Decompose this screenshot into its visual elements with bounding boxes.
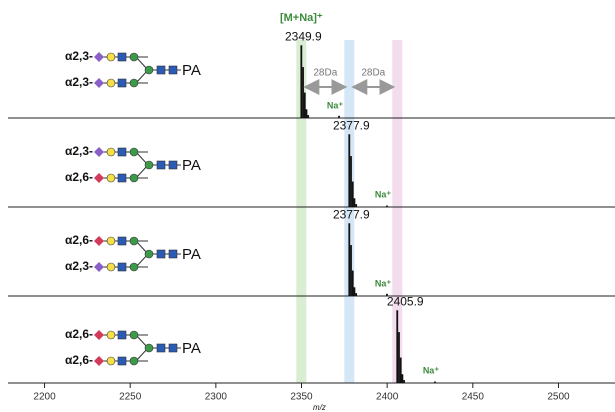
sialic-acid: [94, 356, 104, 366]
peak: [350, 156, 352, 207]
sodium-label: Na⁺: [375, 189, 392, 199]
glcnac: [157, 344, 165, 352]
page: {"chart_data":{"type":"spectrum","x_labe…: [0, 0, 615, 412]
sodium-label: Na⁺: [327, 100, 344, 110]
peak: [350, 245, 352, 296]
reducing-tag: PA: [182, 246, 201, 263]
mannose: [145, 161, 153, 169]
sialic-acid: [94, 52, 104, 62]
x-tick-label: 2500: [547, 392, 570, 403]
linkage-label: α2,6-: [65, 233, 93, 247]
glcnac: [157, 250, 165, 258]
linkage-label: α2,3-: [65, 75, 93, 89]
mannose: [145, 250, 153, 258]
peak: [348, 223, 350, 296]
peak-label: 2377.9: [333, 207, 370, 221]
peak: [352, 271, 354, 296]
peak: [306, 109, 308, 118]
reducing-tag: PA: [182, 157, 201, 174]
x-tick-label: 2400: [376, 392, 399, 403]
mannose: [130, 331, 138, 339]
peak: [304, 93, 306, 118]
x-tick-label: 2450: [462, 392, 485, 403]
peak-label: 2349.9: [285, 29, 322, 43]
sodium-label: Na⁺: [375, 278, 392, 288]
peak: [352, 182, 354, 207]
mannose: [130, 148, 138, 156]
linkage-label: α2,6-: [65, 353, 93, 367]
shift-label: 28Da: [313, 68, 337, 79]
mannose: [130, 79, 138, 87]
galactose: [107, 357, 115, 365]
glcnac: [118, 79, 126, 87]
galactose: [107, 263, 115, 271]
peak: [307, 115, 309, 118]
glcnac: [118, 237, 126, 245]
shift-label: 28Da: [361, 68, 385, 79]
peak: [403, 380, 405, 383]
mannose: [130, 263, 138, 271]
x-tick-label: 2350: [290, 392, 313, 403]
linkage-label: α2,3-: [65, 259, 93, 273]
glcnac: [169, 66, 177, 74]
x-axis-title: m/z: [313, 403, 326, 412]
sialic-acid: [94, 173, 104, 183]
peak: [354, 287, 356, 296]
peak: [400, 358, 402, 383]
mannose: [130, 53, 138, 61]
glcnac: [157, 161, 165, 169]
galactose: [107, 237, 115, 245]
galactose: [107, 53, 115, 61]
chart: 2200 2250 2300 2350 2400 2450 2500 m/z α2,3- α2,3…: [0, 0, 615, 412]
galactose: [107, 331, 115, 339]
sialic-acid: [94, 236, 104, 246]
galactose: [107, 148, 115, 156]
linkage-label: α2,3-: [65, 49, 93, 63]
mannose: [145, 344, 153, 352]
sodium-label: Na⁺: [423, 365, 440, 375]
linkage-label: α2,6-: [65, 327, 93, 341]
mannose: [130, 174, 138, 182]
glcnac: [118, 263, 126, 271]
galactose: [107, 79, 115, 87]
glcnac: [118, 148, 126, 156]
x-tick-label: 2300: [205, 392, 228, 403]
glcnac: [118, 53, 126, 61]
peak: [398, 332, 400, 383]
peak: [402, 374, 404, 383]
x-tick-label: 2250: [119, 392, 142, 403]
mannose: [130, 357, 138, 365]
glcnac: [118, 357, 126, 365]
x-tick-label: 2200: [33, 392, 56, 403]
glcnac: [169, 250, 177, 258]
peak: [434, 382, 436, 383]
mannose: [145, 66, 153, 74]
peak: [396, 310, 398, 383]
linkage-label: α2,6-: [65, 170, 93, 184]
galactose: [107, 174, 115, 182]
glcnac: [118, 174, 126, 182]
reducing-tag: PA: [182, 62, 201, 79]
sialic-acid: [94, 78, 104, 88]
peak: [302, 67, 304, 118]
peak-label: 2405.9: [387, 294, 424, 308]
glcnac: [169, 344, 177, 352]
glcnac: [157, 66, 165, 74]
reducing-tag: PA: [182, 340, 201, 357]
sialic-acid: [94, 262, 104, 272]
peak: [300, 45, 302, 118]
peak: [354, 198, 356, 207]
adduct-label: [M+Na]⁺: [280, 12, 323, 24]
mannose: [130, 237, 138, 245]
peak: [355, 293, 357, 296]
peak: [348, 134, 350, 207]
glcnac: [169, 161, 177, 169]
peak-label: 2377.9: [333, 118, 370, 132]
peak: [386, 206, 388, 207]
sialic-acid: [94, 147, 104, 157]
sialic-acid: [94, 330, 104, 340]
linkage-label: α2,3-: [65, 144, 93, 158]
glcnac: [118, 331, 126, 339]
